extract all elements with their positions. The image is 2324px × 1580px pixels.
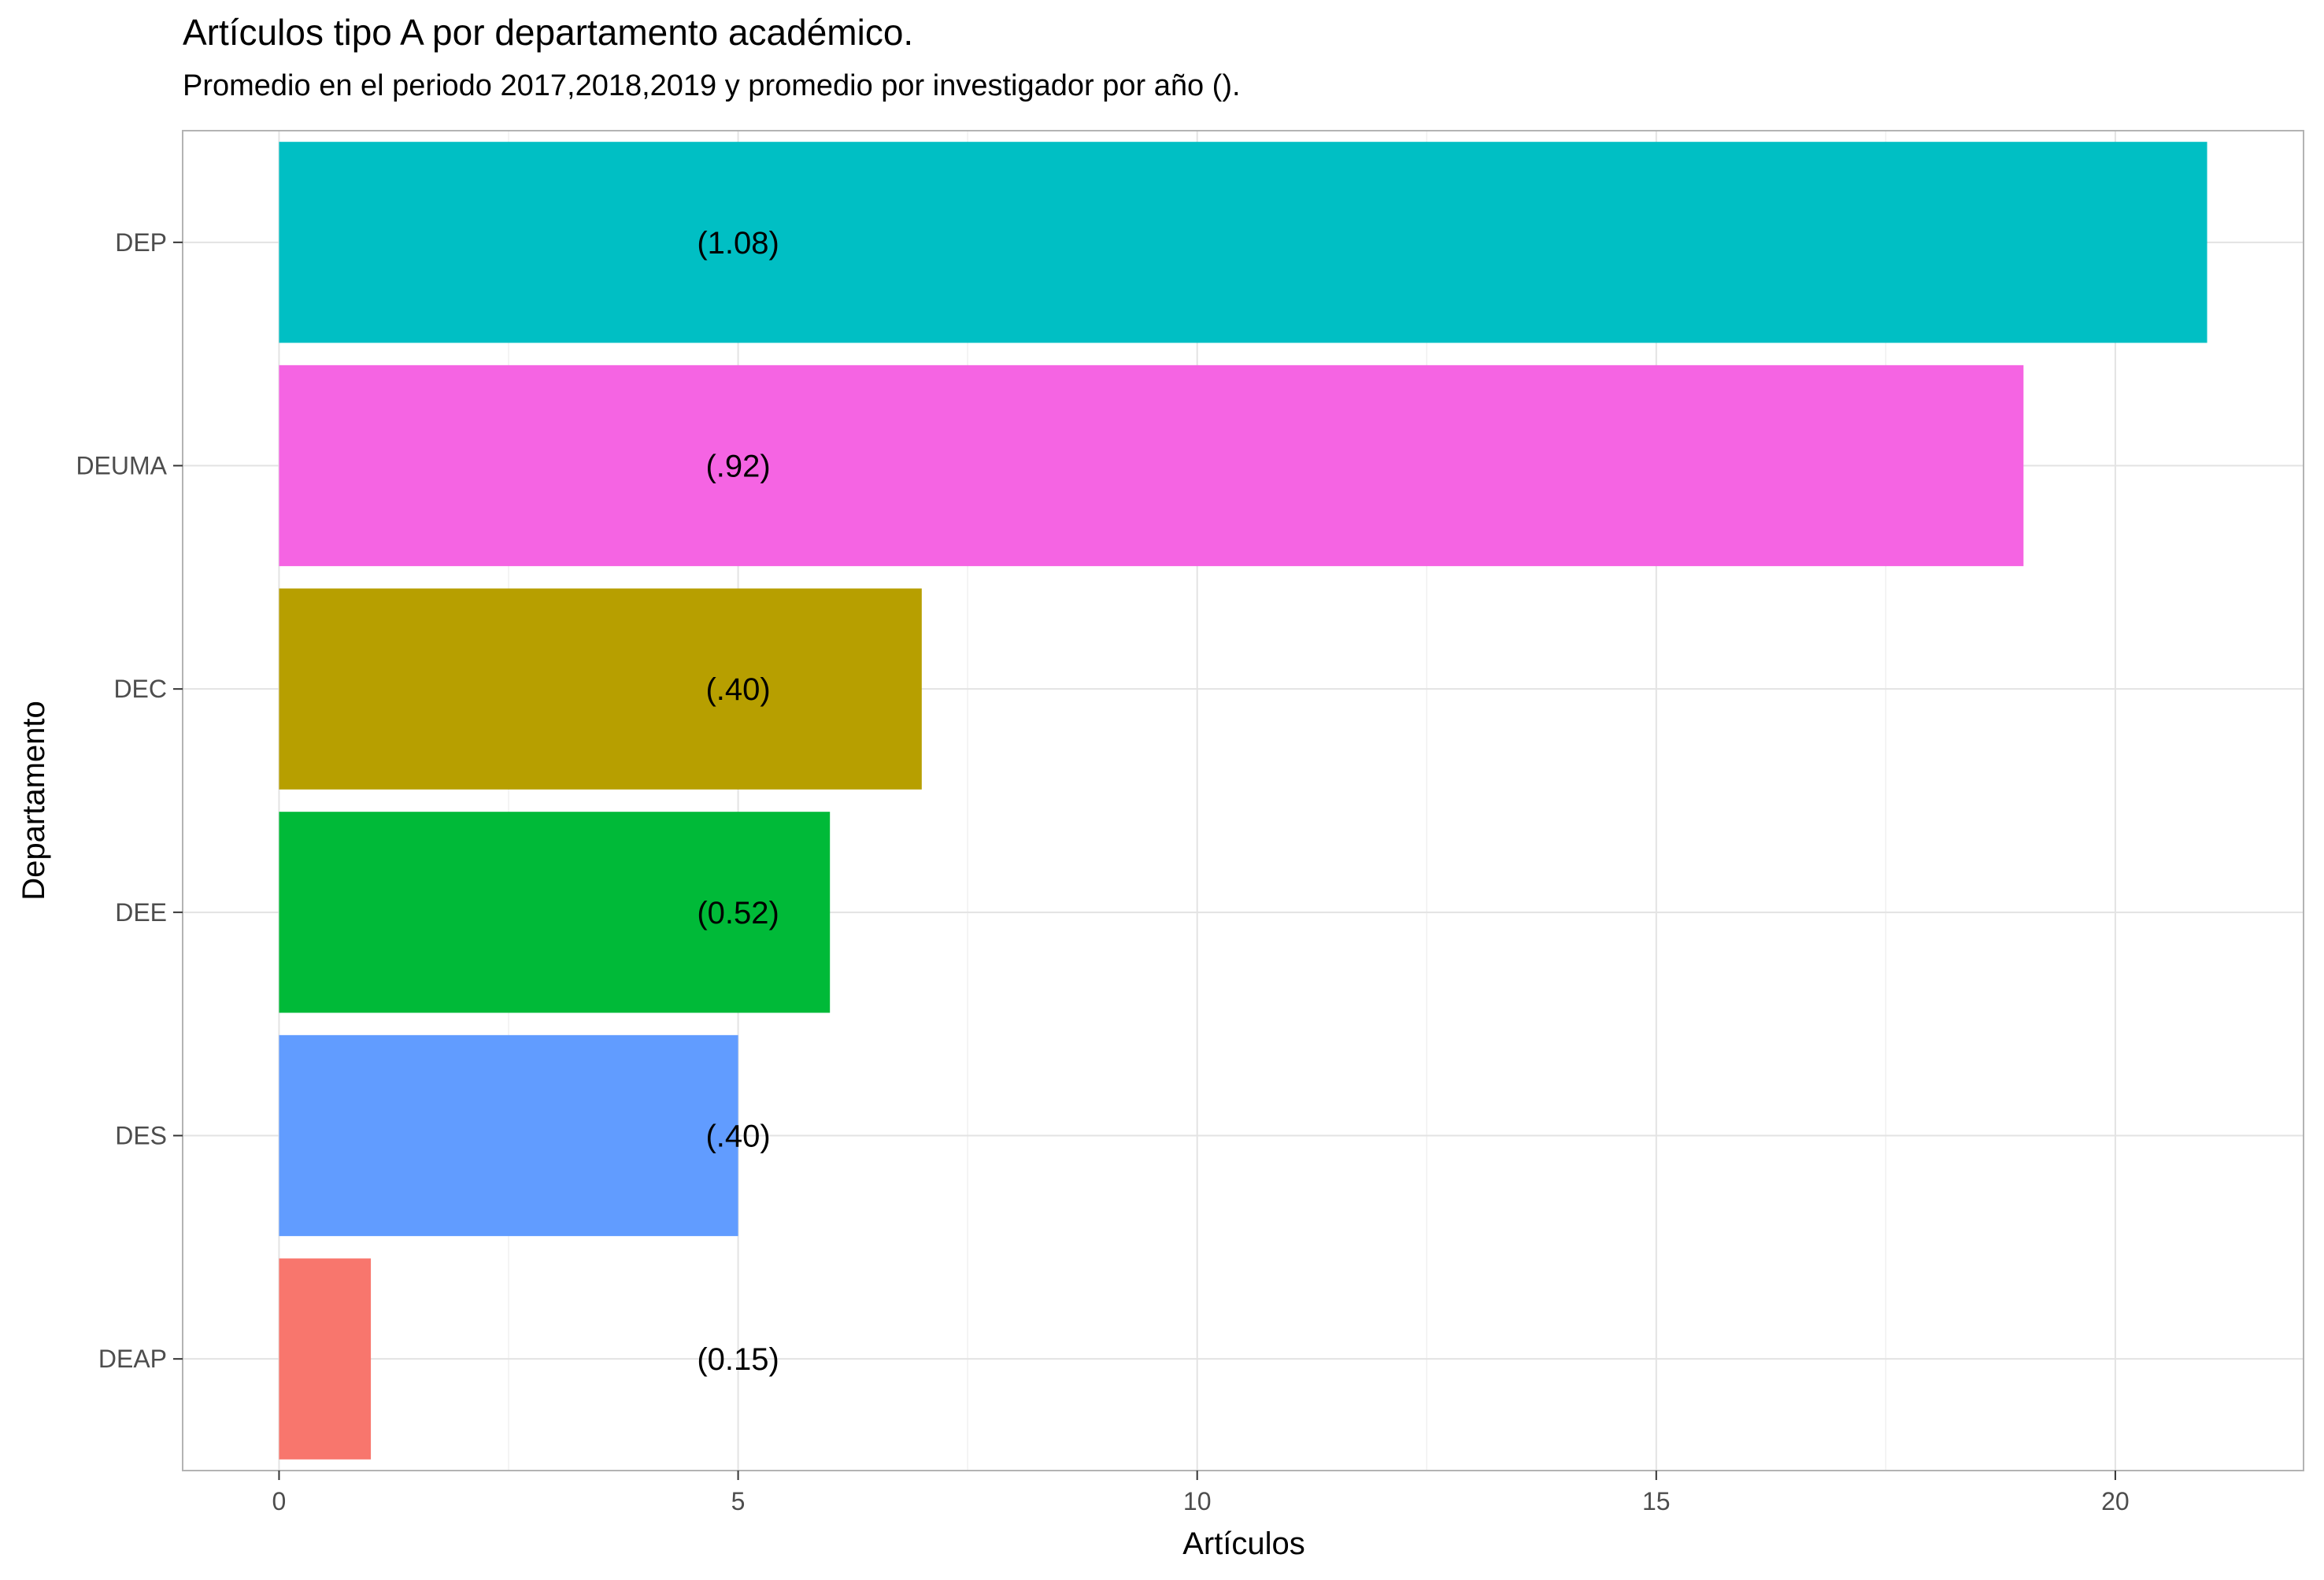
bar-deuma <box>279 364 2024 567</box>
plot-panel-border <box>182 130 2304 1471</box>
y-tick-label-des: DES <box>115 1122 167 1150</box>
bar-des <box>279 1034 738 1237</box>
bar-labels: (1.08) (.92) (.40) (0.52) (.40) (0.15) <box>697 226 779 1377</box>
chart-subtitle: Promedio en el periodo 2017,2018,2019 y … <box>183 69 1241 102</box>
x-tick-label-10: 10 <box>1183 1487 1212 1515</box>
bars <box>279 142 2207 1460</box>
x-tick-label-5: 5 <box>731 1487 746 1515</box>
bar-label-dec: (.40) <box>705 672 770 707</box>
bar-label-dee: (0.52) <box>697 896 779 931</box>
bar-dec <box>279 588 922 790</box>
bar-label-deuma: (.92) <box>705 450 770 484</box>
y-axis-ticks: DEP DEUMA DEC DEE DES DEAP <box>76 228 183 1373</box>
x-tick-label-0: 0 <box>272 1487 287 1515</box>
bar-label-deap: (0.15) <box>697 1342 779 1377</box>
y-tick-label-dep: DEP <box>115 228 167 257</box>
y-tick-label-dee: DEE <box>115 898 167 927</box>
bar-deap <box>279 1258 372 1460</box>
chart-title: Artículos tipo A por departamento académ… <box>183 12 914 53</box>
bar-dee <box>279 812 831 1013</box>
y-axis-title: Departamento <box>17 701 51 900</box>
bar-label-des: (.40) <box>705 1119 770 1154</box>
bar-dep <box>279 142 2207 343</box>
y-tick-label-dec: DEC <box>113 675 167 703</box>
x-tick-label-15: 15 <box>1642 1487 1671 1515</box>
y-tick-label-deuma: DEUMA <box>76 452 167 480</box>
y-tick-label-deap: DEAP <box>98 1345 167 1373</box>
x-axis-title: Artículos <box>1182 1526 1305 1561</box>
x-axis-ticks: 0 5 10 15 20 <box>272 1471 2130 1515</box>
x-tick-label-20: 20 <box>2101 1487 2130 1515</box>
bar-label-dep: (1.08) <box>697 226 779 261</box>
